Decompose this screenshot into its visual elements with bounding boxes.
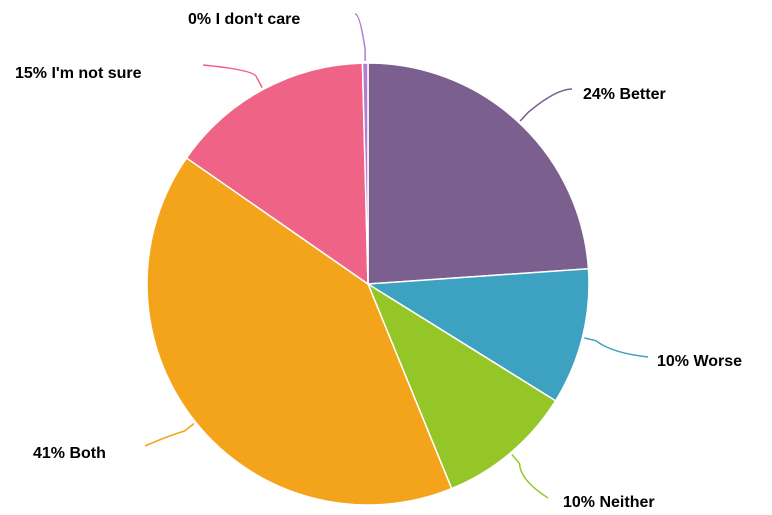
leader-line-better (519, 88, 573, 122)
leader-lines-group (144, 13, 649, 499)
leader-line-i-m-not-sure (202, 64, 263, 89)
pie-slice-i-m-not-sure (185, 62, 369, 286)
pie-slice-neither (366, 282, 557, 490)
labels-group: 24% Better 10% Worse 10% Neither 41% Both 15… (15, 11, 742, 511)
leader-line-i-don-t-care (354, 13, 366, 62)
slice-label-worse: 10% Worse (657, 353, 742, 370)
slices-group (146, 62, 590, 506)
slice-label-better: 24% Better (583, 86, 666, 103)
slice-label-i-m-not-sure: 15% I'm not sure (15, 65, 142, 82)
slice-label-i-don-t-care: 0% I don't care (188, 11, 300, 28)
slice-label-both: 41% Both (33, 445, 106, 462)
pie-slice-worse (365, 267, 590, 402)
slice-label-neither: 10% Neither (563, 494, 655, 511)
pie-slice-i-don-t-care (361, 62, 369, 285)
pie-slice-better (367, 62, 590, 285)
leader-line-neither (511, 453, 549, 499)
leader-line-worse (584, 337, 649, 358)
pie-slice-both (146, 156, 453, 506)
leader-line-both (144, 422, 195, 447)
